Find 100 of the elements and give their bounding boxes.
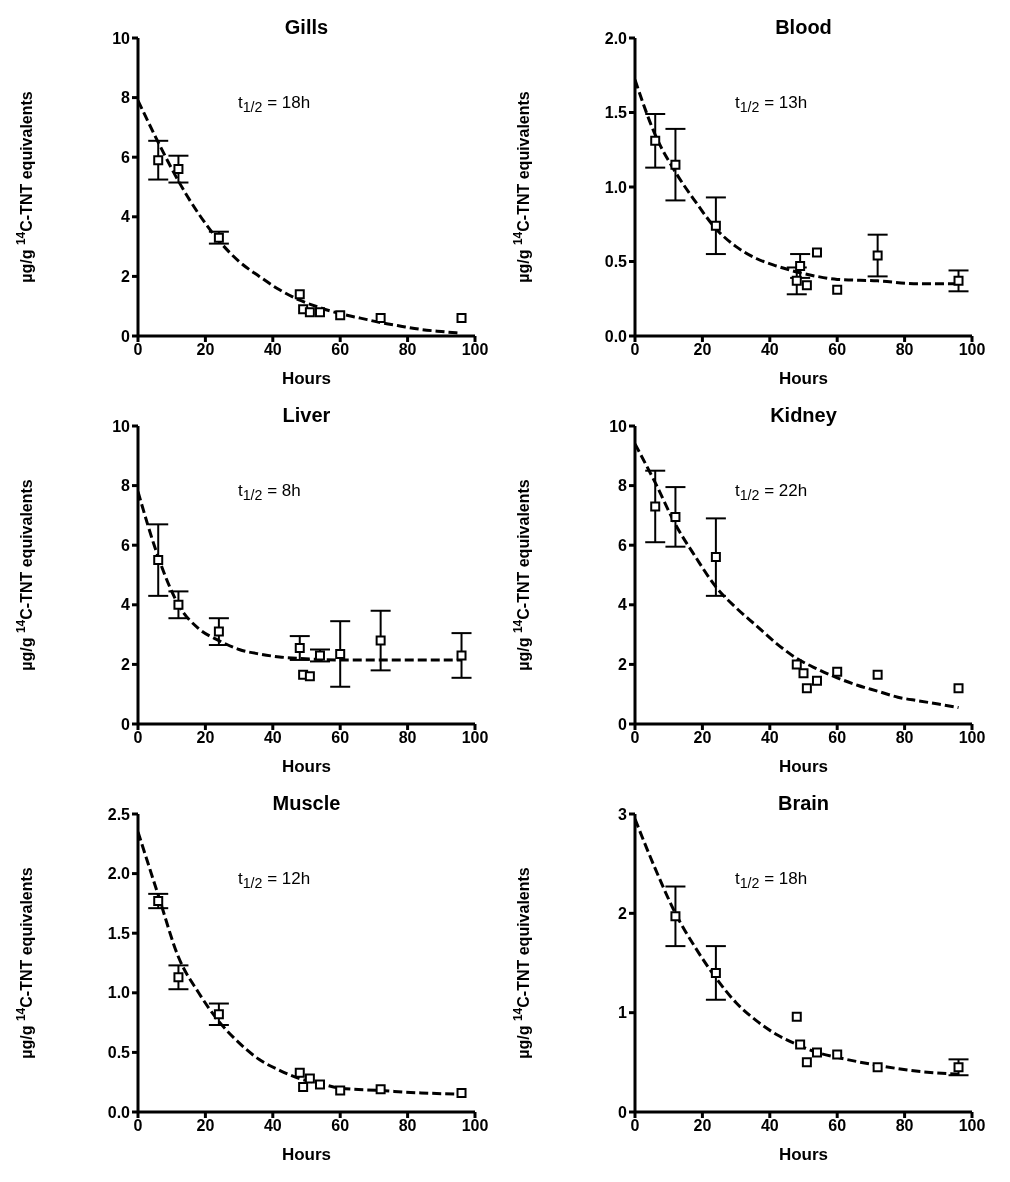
y-tick-label: 2: [618, 905, 628, 923]
y-tick-label: 10: [112, 29, 131, 47]
point: [153, 155, 164, 166]
point: [314, 1079, 325, 1090]
x-tick-label: 100: [958, 729, 986, 747]
point: [670, 511, 681, 522]
point: [294, 643, 305, 654]
point: [456, 313, 467, 324]
point: [801, 280, 812, 291]
point: [801, 683, 812, 694]
point: [670, 159, 681, 170]
point: [670, 911, 681, 922]
point: [298, 1081, 309, 1092]
x-axis-title: Hours: [778, 1145, 829, 1165]
chart-title: Kidney: [769, 404, 838, 427]
y-tick-label: 0: [618, 715, 628, 733]
annotation: t$_{1/2}$ = 22h: [735, 481, 808, 504]
y-tick-label: 2.0: [107, 865, 131, 883]
x-tick-label: 40: [760, 341, 779, 359]
point: [953, 1062, 964, 1073]
point: [294, 289, 305, 300]
annotation: t$_{1/2}$ = 13h: [735, 93, 808, 116]
chart-title: Gills: [283, 16, 330, 39]
chart-title: Liver: [281, 404, 332, 427]
point: [213, 1009, 224, 1020]
x-tick-label: 60: [331, 1117, 350, 1135]
point: [795, 1039, 806, 1050]
x-tick-label: 0: [630, 729, 640, 747]
x-tick-label: 80: [398, 1117, 417, 1135]
point: [375, 313, 386, 324]
x-tick-label: 80: [398, 729, 417, 747]
y-tick-label: 4: [121, 596, 131, 614]
point: [153, 555, 164, 566]
point: [791, 1011, 802, 1022]
x-tick-label: 60: [828, 341, 847, 359]
x-axis-title: Hours: [778, 757, 829, 777]
x-tick-label: 60: [331, 729, 350, 747]
point: [173, 972, 184, 983]
point: [801, 1057, 812, 1068]
point: [798, 668, 809, 679]
x-tick-label: 60: [828, 729, 847, 747]
y-tick-label: 0.0: [107, 1103, 131, 1121]
x-tick-label: 100: [958, 341, 986, 359]
point: [173, 164, 184, 175]
y-tick-label: 2.0: [604, 29, 628, 47]
y-tick-label: 8: [121, 89, 131, 107]
x-tick-label: 80: [895, 1117, 914, 1135]
x-axis-title: Hours: [281, 757, 332, 777]
point: [314, 650, 325, 661]
y-tick-label: 1.0: [604, 178, 628, 196]
point: [872, 250, 883, 261]
y-tick-label: 8: [618, 477, 628, 495]
x-tick-label: 100: [461, 729, 489, 747]
point: [335, 310, 346, 321]
point: [304, 1073, 315, 1084]
point: [304, 307, 315, 318]
point: [456, 1087, 467, 1098]
y-tick-label: 1.5: [604, 104, 628, 122]
chart-title: Muscle: [271, 792, 342, 815]
x-tick-label: 40: [263, 341, 282, 359]
point: [335, 1085, 346, 1096]
annotation: t$_{1/2}$ = 18h: [735, 869, 808, 892]
point: [872, 669, 883, 680]
point: [456, 650, 467, 661]
y-tick-label: 2: [121, 656, 131, 674]
x-tick-label: 80: [895, 341, 914, 359]
y-tick-label: 4: [121, 208, 131, 226]
x-tick-label: 20: [196, 1117, 215, 1135]
x-tick-label: 0: [133, 1117, 143, 1135]
point: [650, 501, 661, 512]
point: [832, 1049, 843, 1060]
x-tick-label: 20: [693, 1117, 712, 1135]
y-tick-label: 2.5: [107, 805, 131, 823]
point: [791, 659, 802, 670]
point: [304, 671, 315, 682]
point: [335, 648, 346, 659]
point: [710, 220, 721, 231]
point: [811, 247, 822, 258]
y-tick-label: 6: [618, 536, 628, 554]
x-tick-label: 60: [331, 341, 350, 359]
point: [872, 1062, 883, 1073]
y-tick-label: 0.5: [604, 253, 628, 271]
point: [791, 275, 802, 286]
x-tick-label: 100: [461, 1117, 489, 1135]
point: [173, 599, 184, 610]
point: [314, 307, 325, 318]
point: [375, 1084, 386, 1095]
point: [811, 675, 822, 686]
x-tick-label: 40: [760, 729, 779, 747]
x-tick-label: 0: [630, 1117, 640, 1135]
x-axis-title: Hours: [778, 369, 829, 389]
x-tick-label: 0: [133, 341, 143, 359]
y-tick-label: 0: [121, 327, 131, 345]
point: [153, 896, 164, 907]
y-tick-label: 0.5: [107, 1044, 131, 1062]
y-tick-label: 4: [618, 596, 628, 614]
point: [375, 635, 386, 646]
y-tick-label: 1.5: [107, 924, 131, 942]
point: [953, 275, 964, 286]
x-tick-label: 40: [760, 1117, 779, 1135]
